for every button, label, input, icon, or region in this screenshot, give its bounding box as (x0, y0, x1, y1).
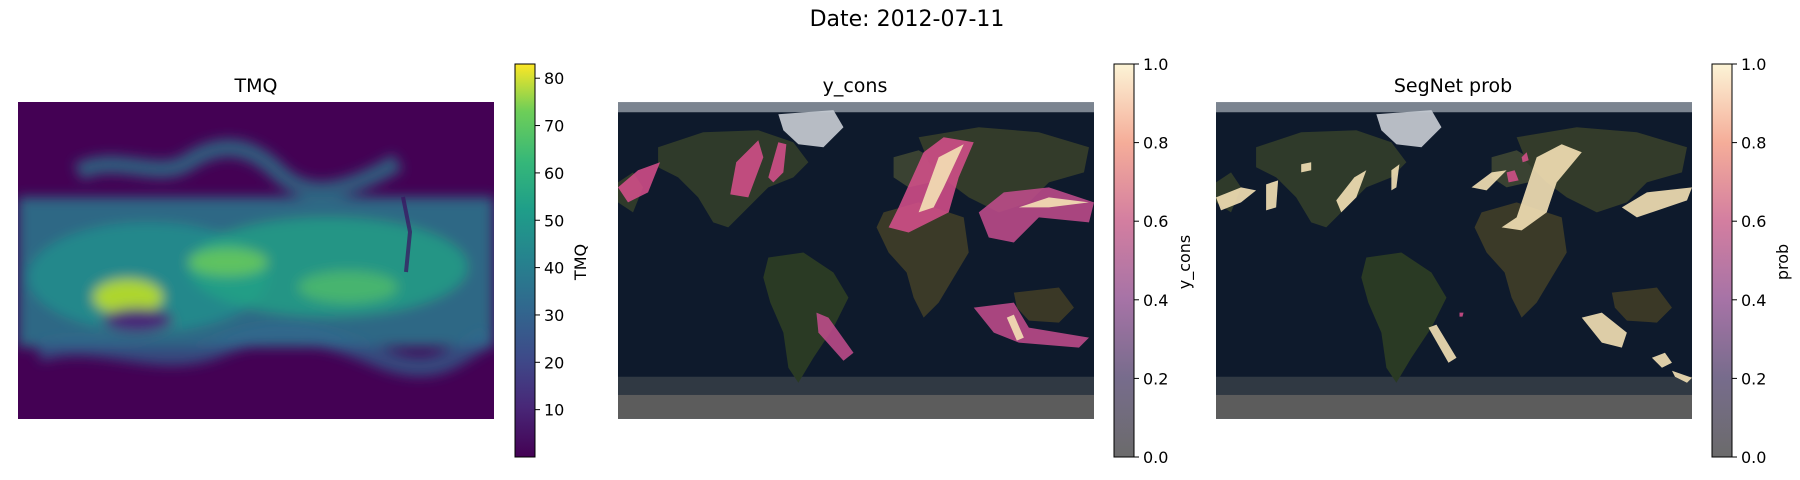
tmq-colorbar-ticks: 10 20 30 40 50 60 70 80 (535, 69, 564, 419)
colorbar-tick-label: 80 (544, 69, 564, 88)
segnet-colorbar (1712, 64, 1732, 457)
colorbar-tick-label: 0.6 (1741, 212, 1766, 231)
panel-title: SegNet prob (1394, 75, 1512, 97)
colorbar-tick-label: 70 (544, 117, 564, 136)
segnet-colorbar-ticks: 0.0 0.2 0.4 0.6 0.8 1.0 (1732, 55, 1766, 467)
colorbar-tick-label: 20 (544, 353, 564, 372)
colorbar-tick-label: 10 (544, 401, 564, 420)
colorbar-tick-label: 0.8 (1741, 134, 1766, 153)
panel-title: TMQ (234, 75, 278, 97)
colorbar-tick-label: 0.0 (1143, 448, 1168, 467)
tmq-colorbar (515, 64, 535, 457)
tmq-map (18, 102, 494, 419)
figure-title: Date: 2012-07-11 (810, 7, 1005, 32)
panel-title: y_cons (823, 75, 888, 97)
colorbar-tick-label: 0.4 (1143, 291, 1168, 310)
colorbar-tick-label: 0.8 (1143, 134, 1168, 153)
colorbar-tick-label: 0.4 (1741, 291, 1766, 310)
colorbar-label: TMQ (571, 244, 590, 281)
colorbar-tick-label: 0.2 (1741, 369, 1766, 388)
colorbar-tick-label: 30 (544, 306, 564, 325)
colorbar-label: prob (1773, 244, 1792, 280)
panel-ycons: y_cons 0.0 0.2 0.4 0.6 0.8 1.0 y_cons (618, 55, 1195, 467)
colorbar-tick-label: 0.2 (1143, 369, 1168, 388)
panel-segnet: SegNet prob 0.00.20.40.60 (1216, 55, 1792, 467)
ycons-colorbar (1114, 64, 1134, 457)
panel-tmq: TMQ 10 20 30 40 50 60 70 80 TMQ (18, 64, 590, 457)
colorbar-tick-label: 1.0 (1143, 55, 1168, 74)
ycons-map (618, 102, 1094, 419)
colorbar-tick-label: 40 (544, 259, 564, 278)
colorbar-label: y_cons (1175, 235, 1195, 290)
colorbar-tick-label: 0.6 (1143, 212, 1168, 231)
colorbar-tick-label: 0.0 (1741, 448, 1766, 467)
colorbar-tick-label: 50 (544, 211, 564, 230)
ycons-colorbar-ticks: 0.0 0.2 0.4 0.6 0.8 1.0 (1134, 55, 1168, 467)
segnet-map (1216, 102, 1692, 419)
colorbar-tick-label: 60 (544, 164, 564, 183)
colorbar-tick-label: 1.0 (1741, 55, 1766, 74)
